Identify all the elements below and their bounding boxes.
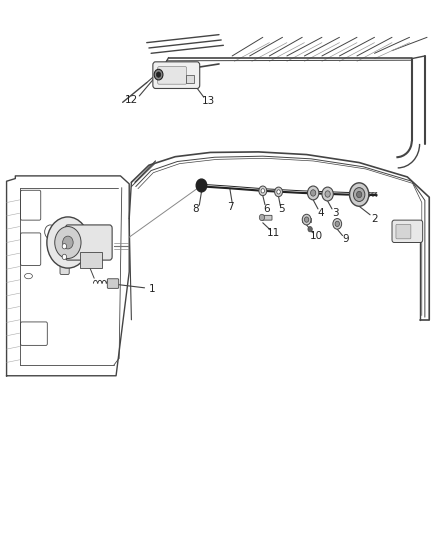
Circle shape [261, 189, 265, 193]
FancyBboxPatch shape [107, 279, 119, 288]
Circle shape [357, 191, 362, 198]
Circle shape [47, 217, 89, 268]
Circle shape [259, 214, 265, 221]
Circle shape [154, 69, 163, 80]
Circle shape [304, 217, 309, 222]
Text: 7: 7 [227, 202, 234, 212]
FancyBboxPatch shape [396, 224, 411, 239]
Circle shape [277, 190, 280, 194]
Text: 12: 12 [125, 95, 138, 105]
Text: 2: 2 [371, 214, 378, 223]
Text: 1: 1 [149, 284, 156, 294]
Circle shape [302, 214, 311, 225]
Circle shape [62, 254, 67, 260]
Circle shape [353, 188, 365, 201]
FancyBboxPatch shape [262, 215, 272, 220]
Ellipse shape [25, 273, 32, 279]
Circle shape [308, 227, 312, 232]
FancyBboxPatch shape [60, 237, 69, 274]
Circle shape [156, 72, 161, 77]
FancyBboxPatch shape [158, 67, 187, 84]
Text: 9: 9 [343, 235, 350, 244]
FancyBboxPatch shape [153, 62, 200, 88]
Text: 11: 11 [267, 228, 280, 238]
Circle shape [196, 179, 207, 192]
Circle shape [335, 221, 339, 227]
FancyBboxPatch shape [80, 252, 102, 268]
Circle shape [63, 236, 73, 249]
Circle shape [322, 187, 333, 201]
FancyBboxPatch shape [302, 218, 311, 222]
Circle shape [350, 183, 369, 206]
Text: 5: 5 [278, 205, 285, 214]
Text: 3: 3 [332, 208, 339, 218]
Circle shape [333, 219, 342, 229]
Text: 10: 10 [310, 231, 323, 241]
Circle shape [62, 244, 67, 249]
Text: 4: 4 [318, 208, 325, 218]
Circle shape [311, 190, 316, 196]
FancyBboxPatch shape [21, 233, 41, 265]
Circle shape [259, 186, 267, 196]
Circle shape [307, 186, 319, 200]
FancyBboxPatch shape [21, 322, 47, 345]
Circle shape [45, 225, 56, 239]
FancyBboxPatch shape [21, 190, 41, 220]
Text: 6: 6 [263, 204, 270, 214]
Text: 8: 8 [192, 205, 199, 214]
Circle shape [325, 191, 330, 197]
FancyBboxPatch shape [186, 75, 194, 83]
FancyBboxPatch shape [65, 225, 112, 260]
Text: 13: 13 [201, 96, 215, 106]
Circle shape [275, 187, 283, 197]
Circle shape [55, 227, 81, 259]
FancyBboxPatch shape [392, 220, 423, 243]
